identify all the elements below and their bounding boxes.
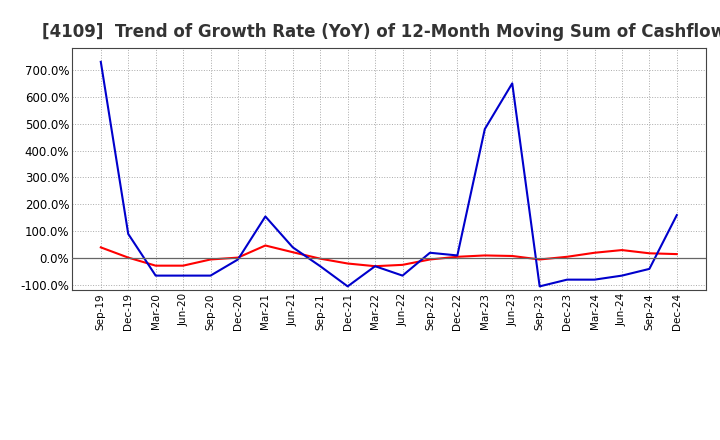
Free Cashflow [645, 266, 654, 271]
Free Cashflow [453, 253, 462, 258]
Line: Free Cashflow: Free Cashflow [101, 62, 677, 286]
Operating Cashflow [289, 249, 297, 255]
Free Cashflow [289, 245, 297, 250]
Free Cashflow [179, 273, 187, 278]
Free Cashflow [536, 284, 544, 289]
Operating Cashflow [645, 251, 654, 256]
Operating Cashflow [371, 264, 379, 269]
Operating Cashflow [179, 263, 187, 268]
Operating Cashflow [233, 255, 242, 260]
Operating Cashflow [563, 254, 572, 260]
Operating Cashflow [426, 257, 434, 262]
Free Cashflow [590, 277, 599, 282]
Free Cashflow [672, 213, 681, 218]
Operating Cashflow [536, 257, 544, 262]
Free Cashflow [480, 126, 489, 132]
Operating Cashflow [590, 250, 599, 255]
Operating Cashflow [672, 252, 681, 257]
Operating Cashflow [151, 263, 160, 268]
Operating Cashflow [453, 254, 462, 260]
Free Cashflow [233, 257, 242, 262]
Operating Cashflow [206, 257, 215, 262]
Operating Cashflow [343, 261, 352, 266]
Free Cashflow [96, 59, 105, 65]
Free Cashflow [151, 273, 160, 278]
Operating Cashflow [261, 243, 270, 248]
Free Cashflow [508, 81, 516, 86]
Free Cashflow [316, 264, 325, 269]
Free Cashflow [426, 250, 434, 255]
Operating Cashflow [480, 253, 489, 258]
Line: Operating Cashflow: Operating Cashflow [101, 246, 677, 266]
Free Cashflow [206, 273, 215, 278]
Free Cashflow [343, 284, 352, 289]
Free Cashflow [261, 214, 270, 219]
Free Cashflow [124, 231, 132, 237]
Free Cashflow [618, 273, 626, 278]
Free Cashflow [398, 273, 407, 278]
Operating Cashflow [398, 262, 407, 268]
Free Cashflow [563, 277, 572, 282]
Free Cashflow [371, 264, 379, 269]
Operating Cashflow [316, 256, 325, 261]
Operating Cashflow [96, 245, 105, 250]
Operating Cashflow [508, 253, 516, 259]
Operating Cashflow [618, 247, 626, 253]
Operating Cashflow [124, 255, 132, 260]
Title: [4109]  Trend of Growth Rate (YoY) of 12-Month Moving Sum of Cashflows: [4109] Trend of Growth Rate (YoY) of 12-… [42, 23, 720, 41]
